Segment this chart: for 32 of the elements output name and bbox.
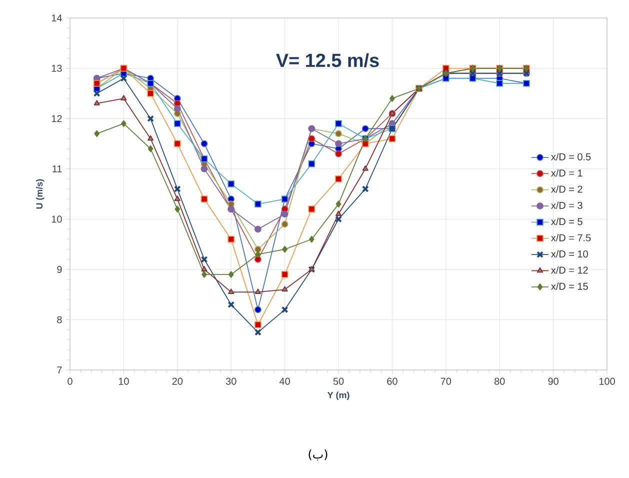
legend-label: x/D = 3 (551, 202, 582, 209)
text: (ب) (308, 449, 328, 461)
legend-label: x/D = 15 (551, 282, 588, 290)
x-tick-label: 40 (279, 378, 290, 385)
legend-label: x/D = 7.5 (551, 234, 591, 242)
y-tick-label: 9 (57, 266, 62, 273)
y-tick-label: 8 (57, 316, 62, 324)
x-tick-label: 20 (172, 378, 183, 385)
x-tick-label: 70 (440, 378, 452, 385)
legend-label: x/D = 0.5 (551, 153, 591, 160)
y-tick-label: 13 (52, 64, 62, 72)
x-tick-label: 50 (333, 378, 344, 385)
y-tick-label: 10 (52, 216, 62, 223)
legend-label: x/D = 10 (551, 250, 588, 258)
x-tick-label: 90 (548, 378, 558, 385)
y-tick-label: 12 (52, 115, 62, 122)
x-axis-title: Y (m) (327, 392, 350, 400)
y-tick-label: 14 (52, 14, 62, 22)
x-tick-label: 80 (494, 378, 505, 385)
x-tick-label: 10 (118, 378, 129, 385)
legend-label: x/D = 12 (551, 266, 588, 274)
legend-label: x/D = 1 (551, 169, 582, 177)
x-tick-label: 30 (226, 378, 236, 385)
x-tick-label: 0 (68, 378, 72, 385)
text: V= 12.5 m/s (276, 53, 379, 68)
x-tick-label: 60 (387, 378, 398, 385)
y-tick-label: 11 (52, 165, 62, 172)
legend-label: x/D = 2 (551, 185, 582, 193)
y-tick-label: 7 (57, 366, 62, 374)
x-tick-label: 100 (599, 378, 615, 385)
y-axis-title: U (m/s) (36, 179, 44, 209)
legend-label: x/D = 5 (551, 218, 582, 226)
